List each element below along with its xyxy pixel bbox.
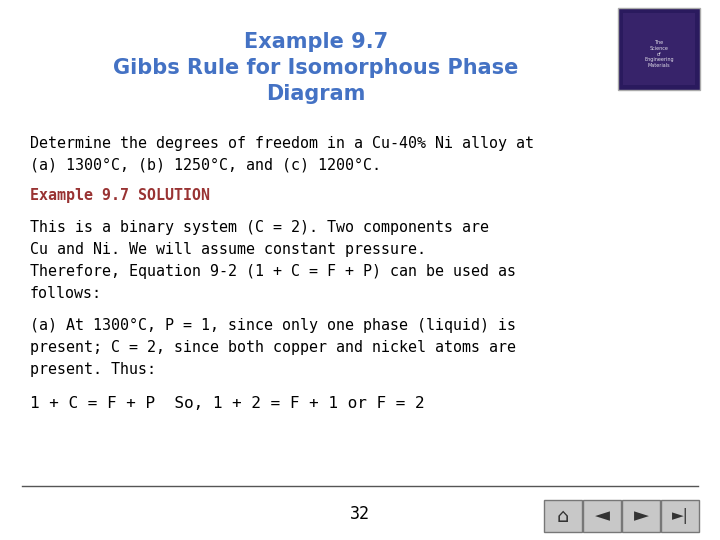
Text: The
Science
of
Engineering
Materials: The Science of Engineering Materials [644, 40, 674, 68]
Text: ◄: ◄ [595, 507, 610, 525]
Text: This is a binary system (C = 2). Two components are: This is a binary system (C = 2). Two com… [30, 220, 489, 235]
Bar [618, 8, 700, 90]
Text: ►|: ►| [672, 508, 688, 524]
Bar [661, 500, 699, 532]
Text: follows:: follows: [30, 286, 102, 301]
Text: present. Thus:: present. Thus: [30, 362, 156, 377]
Text: ►: ► [634, 507, 649, 525]
Bar [544, 500, 582, 532]
Text: Determine the degrees of freedom in a Cu-40% Ni alloy at: Determine the degrees of freedom in a Cu… [30, 136, 534, 151]
Text: ⌂: ⌂ [557, 507, 570, 525]
Text: Therefore, Equation 9-2 (1 + C = F + P) can be used as: Therefore, Equation 9-2 (1 + C = F + P) … [30, 264, 516, 279]
Text: 32: 32 [350, 505, 370, 523]
Text: present; C = 2, since both copper and nickel atoms are: present; C = 2, since both copper and ni… [30, 340, 516, 355]
Bar [583, 500, 621, 532]
Text: (a) At 1300°C, P = 1, since only one phase (liquid) is: (a) At 1300°C, P = 1, since only one pha… [30, 318, 516, 333]
Text: 1 + C = F + P  So, 1 + 2 = F + 1 or F = 2: 1 + C = F + P So, 1 + 2 = F + 1 or F = 2 [30, 396, 425, 411]
Bar [622, 500, 660, 532]
Text: Example 9.7: Example 9.7 [244, 32, 388, 52]
Text: Example 9.7 SOLUTION: Example 9.7 SOLUTION [30, 188, 210, 203]
Text: (a) 1300°C, (b) 1250°C, and (c) 1200°C.: (a) 1300°C, (b) 1250°C, and (c) 1200°C. [30, 158, 381, 173]
Bar [623, 13, 695, 85]
Text: Gibbs Rule for Isomorphous Phase: Gibbs Rule for Isomorphous Phase [113, 58, 518, 78]
Text: Diagram: Diagram [266, 84, 366, 104]
Text: Cu and Ni. We will assume constant pressure.: Cu and Ni. We will assume constant press… [30, 242, 426, 257]
